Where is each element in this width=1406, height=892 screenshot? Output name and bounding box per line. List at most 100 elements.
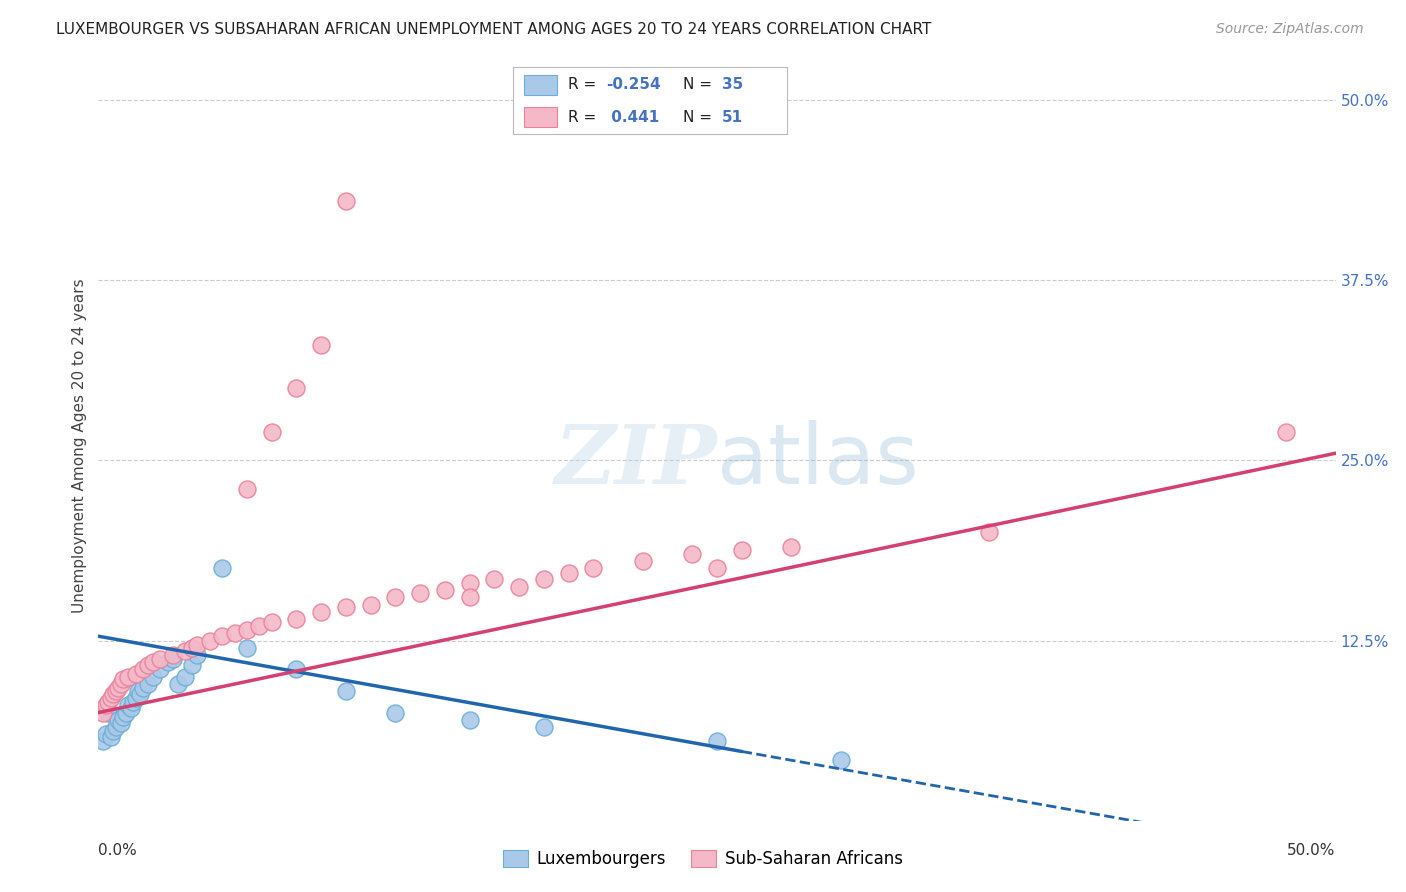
Point <box>285 381 308 395</box>
Point <box>181 658 204 673</box>
Point <box>285 612 308 626</box>
Text: N =: N = <box>683 110 717 125</box>
Point <box>224 626 246 640</box>
Y-axis label: Unemployment Among Ages 20 to 24 years: Unemployment Among Ages 20 to 24 years <box>72 278 87 614</box>
Point <box>731 542 754 557</box>
Point <box>211 629 233 643</box>
Point <box>107 713 129 727</box>
Point <box>112 710 135 724</box>
Point <box>830 753 852 767</box>
Point <box>174 643 197 657</box>
Point <box>309 605 332 619</box>
Text: LUXEMBOURGER VS SUBSAHARAN AFRICAN UNEMPLOYMENT AMONG AGES 20 TO 24 YEARS CORREL: LUXEMBOURGER VS SUBSAHARAN AFRICAN UNEMP… <box>56 22 932 37</box>
Point <box>127 684 149 698</box>
Point <box>149 662 172 676</box>
Point <box>384 591 406 605</box>
Point <box>162 648 184 662</box>
Point <box>104 720 127 734</box>
Point <box>384 706 406 720</box>
Point <box>142 655 165 669</box>
Point <box>285 662 308 676</box>
Point <box>533 720 555 734</box>
Point <box>94 698 117 713</box>
Point <box>236 482 259 496</box>
Point <box>110 715 132 730</box>
Point <box>132 681 155 695</box>
Text: R =: R = <box>568 110 602 125</box>
Point <box>120 701 142 715</box>
Point <box>260 615 283 629</box>
Point <box>156 655 179 669</box>
Point <box>129 687 152 701</box>
Point <box>631 554 654 568</box>
Point <box>433 583 456 598</box>
Text: 0.0%: 0.0% <box>98 843 138 858</box>
Point <box>117 698 139 713</box>
Point <box>97 696 120 710</box>
Point <box>94 727 117 741</box>
Point <box>706 561 728 575</box>
Point <box>484 572 506 586</box>
Legend: Luxembourgers, Sub-Saharan Africans: Luxembourgers, Sub-Saharan Africans <box>496 843 910 875</box>
Bar <box>524 75 557 95</box>
Point <box>360 598 382 612</box>
Point <box>107 681 129 695</box>
Bar <box>524 107 557 127</box>
Point <box>1275 425 1298 439</box>
Text: 50.0%: 50.0% <box>1288 843 1336 858</box>
Point <box>186 638 208 652</box>
Point <box>458 591 481 605</box>
Point <box>335 194 357 208</box>
Point <box>136 658 159 673</box>
Point <box>309 338 332 352</box>
Point <box>181 640 204 655</box>
Point <box>132 662 155 676</box>
Point <box>112 673 135 687</box>
Point <box>236 640 259 655</box>
Point <box>100 730 122 744</box>
Point <box>458 713 481 727</box>
Point <box>122 696 145 710</box>
Point <box>166 677 188 691</box>
Point <box>211 561 233 575</box>
Point <box>186 648 208 662</box>
Text: ZIP: ZIP <box>554 421 717 501</box>
Point <box>93 734 115 748</box>
Point <box>117 669 139 683</box>
Text: Source: ZipAtlas.com: Source: ZipAtlas.com <box>1216 22 1364 37</box>
Point <box>458 575 481 590</box>
Point <box>582 561 605 575</box>
Text: atlas: atlas <box>717 420 918 501</box>
Point <box>508 580 530 594</box>
Point <box>780 540 803 554</box>
Point <box>335 684 357 698</box>
Point <box>124 691 146 706</box>
Point <box>409 586 432 600</box>
Point <box>110 677 132 691</box>
Point <box>103 687 125 701</box>
Point <box>104 684 127 698</box>
Point <box>97 706 120 720</box>
Point <box>162 652 184 666</box>
Point <box>103 724 125 739</box>
Point <box>335 600 357 615</box>
Point <box>706 734 728 748</box>
Point <box>198 633 221 648</box>
Point <box>93 706 115 720</box>
Point <box>533 572 555 586</box>
Point <box>557 566 579 580</box>
Point <box>142 669 165 683</box>
Point <box>114 706 136 720</box>
Text: -0.254: -0.254 <box>606 78 661 93</box>
Point <box>100 691 122 706</box>
Point <box>979 525 1001 540</box>
Point <box>236 624 259 638</box>
Point <box>247 619 270 633</box>
Text: 51: 51 <box>721 110 742 125</box>
Text: R =: R = <box>568 78 602 93</box>
Point <box>174 669 197 683</box>
Point <box>260 425 283 439</box>
Point <box>149 652 172 666</box>
Text: N =: N = <box>683 78 717 93</box>
Text: 0.441: 0.441 <box>606 110 659 125</box>
